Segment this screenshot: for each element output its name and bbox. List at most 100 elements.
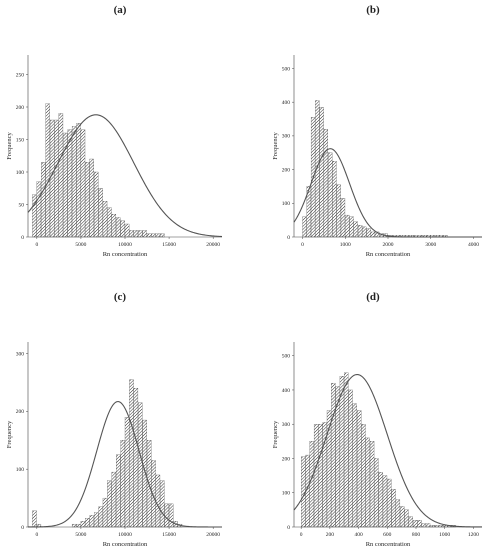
histogram-bar bbox=[323, 129, 329, 238]
histogram-bar bbox=[339, 376, 345, 528]
y-tick-label: 50 bbox=[19, 202, 25, 208]
y-tick-label: 200 bbox=[16, 105, 25, 111]
normal-fit-curve bbox=[27, 114, 223, 238]
chart-d: 0 100 200 300 400 500 0 200 400 600 800 1000 1200 Rn … bbox=[272, 342, 482, 548]
histogram-bar bbox=[98, 188, 103, 238]
histogram-bar bbox=[129, 230, 134, 238]
histogram-bar bbox=[408, 516, 413, 528]
x-tick-label: 600 bbox=[383, 532, 392, 538]
histogram-bar bbox=[124, 223, 130, 238]
x-tick-label: 3000 bbox=[425, 242, 436, 248]
histogram-bar bbox=[382, 475, 388, 528]
histogram-bar bbox=[387, 478, 392, 528]
histogram-bar bbox=[85, 162, 90, 238]
histogram-bar bbox=[58, 113, 64, 238]
histogram-bar bbox=[352, 403, 357, 528]
histogram-bar bbox=[98, 506, 103, 528]
y-tick-label: 150 bbox=[16, 137, 25, 143]
y-tick-label: 100 bbox=[282, 491, 291, 497]
x-tick-label: 15000 bbox=[162, 532, 176, 538]
histogram-bar bbox=[336, 184, 341, 238]
histogram-bar bbox=[425, 523, 431, 528]
histogram-bar bbox=[71, 126, 77, 238]
histogram-bar bbox=[301, 456, 306, 528]
panel-letter-a: (a) bbox=[114, 4, 127, 16]
y-tick-label: 500 bbox=[282, 66, 291, 72]
y-tick-label: 0 bbox=[287, 235, 290, 241]
histogram-bar bbox=[107, 480, 112, 528]
histogram-bar bbox=[142, 230, 147, 238]
panel-letter-c: (c) bbox=[114, 291, 127, 303]
chart-b: 0 100 200 300 400 500 0 1000 2000 3000 4000 Rn conc… bbox=[272, 55, 482, 258]
histogram-bar bbox=[102, 201, 108, 238]
chart-a: 0 50 100 150 200 250 0 5000 10000 15000 20000 Rn co… bbox=[6, 55, 223, 258]
histogram-bar bbox=[133, 388, 139, 528]
histogram-bar bbox=[45, 103, 50, 238]
histogram-bar bbox=[85, 518, 90, 528]
histogram-bar bbox=[370, 231, 376, 238]
histogram-bar bbox=[71, 523, 77, 528]
histogram-bar bbox=[417, 520, 422, 528]
histogram-bar bbox=[357, 410, 362, 528]
histogram-bar bbox=[395, 499, 401, 528]
histogram-panels: 0 50 100 150 200 250 0 5000 100 0 0 15000 20000 Rn co… bbox=[6, 55, 482, 548]
histogram-bar bbox=[36, 181, 42, 238]
histogram-bar bbox=[348, 389, 353, 528]
normal-fit-curve bbox=[28, 401, 222, 528]
histogram-bar bbox=[76, 523, 81, 528]
y-tick-label: 300 bbox=[282, 134, 291, 140]
histogram-bar bbox=[369, 441, 375, 528]
normal-fit-curve bbox=[293, 373, 482, 528]
histogram-bar bbox=[421, 523, 426, 528]
histogram-bar bbox=[129, 379, 134, 528]
histogram-bar bbox=[164, 503, 169, 528]
histogram-bar bbox=[94, 512, 99, 528]
y-tick-label: 200 bbox=[282, 456, 291, 462]
x-tick-label: 200 bbox=[326, 532, 335, 538]
histogram-bar bbox=[89, 158, 94, 238]
histogram-bar bbox=[124, 417, 130, 528]
y-tick-label: 100 bbox=[282, 201, 291, 207]
y-tick-label: 100 bbox=[16, 170, 25, 176]
histogram-bar bbox=[111, 214, 117, 238]
histogram-bar bbox=[357, 225, 363, 238]
x-axis-label: Rn concentration bbox=[103, 251, 148, 258]
y-tick-label: 300 bbox=[16, 351, 25, 357]
histogram-bar bbox=[54, 119, 59, 238]
histogram-bar bbox=[80, 521, 86, 528]
x-tick-label: 4000 bbox=[468, 242, 479, 248]
histogram-bar bbox=[378, 472, 383, 528]
x-tick-label: 20000 bbox=[206, 532, 220, 538]
histogram-bar bbox=[89, 515, 94, 528]
x-tick-label: 5000 bbox=[75, 242, 86, 248]
x-tick-label: 0 bbox=[300, 532, 303, 538]
x-tick-label: 0 bbox=[35, 242, 38, 248]
histogram-bar bbox=[328, 152, 333, 238]
histogram-bar bbox=[155, 233, 161, 238]
x-tick-label: 0 bbox=[301, 242, 304, 248]
histogram-bar bbox=[111, 471, 117, 528]
histogram-bar bbox=[302, 216, 307, 238]
y-tick-label: 250 bbox=[16, 72, 25, 78]
histogram-bar bbox=[309, 441, 314, 528]
y-tick-label: 500 bbox=[282, 354, 291, 360]
histogram-bar bbox=[151, 233, 156, 238]
histogram-bar bbox=[146, 233, 152, 238]
y-axis-label: Frequency bbox=[272, 132, 279, 160]
histogram-bar bbox=[412, 520, 418, 528]
histogram-bar bbox=[32, 510, 37, 528]
y-axis-label: Frequency bbox=[6, 132, 13, 160]
y-tick-label: 400 bbox=[282, 100, 291, 106]
histogram-bar bbox=[168, 503, 174, 528]
y-axis-label: Frequency bbox=[272, 420, 279, 448]
histogram-bar bbox=[331, 382, 336, 528]
histogram-bar bbox=[366, 228, 371, 238]
histogram-bar bbox=[340, 198, 346, 238]
histogram-bar bbox=[318, 424, 323, 528]
panel-letter-d: (d) bbox=[366, 291, 380, 303]
histogram-bar bbox=[404, 509, 409, 528]
histogram-bar bbox=[313, 424, 319, 528]
histogram-bar bbox=[80, 129, 86, 238]
histogram-bar bbox=[138, 230, 143, 238]
histogram-bar bbox=[361, 424, 366, 528]
